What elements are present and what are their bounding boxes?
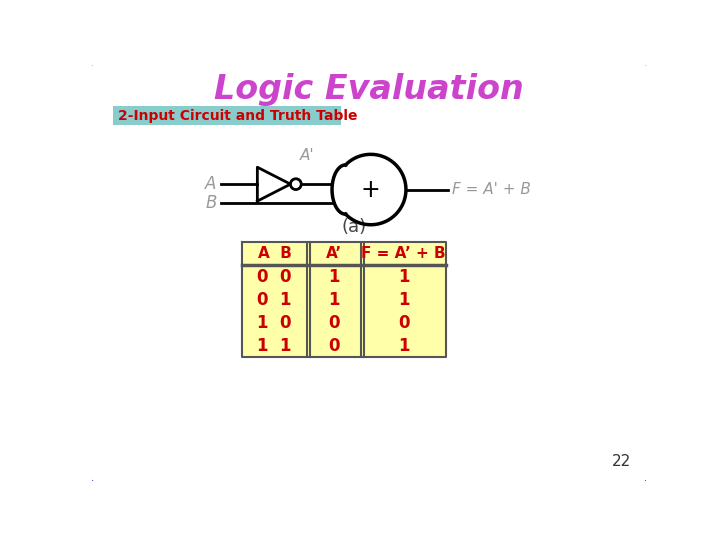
FancyBboxPatch shape <box>113 106 341 125</box>
Text: 2-Input Circuit and Truth Table: 2-Input Circuit and Truth Table <box>118 109 358 123</box>
Text: Logic Evaluation: Logic Evaluation <box>214 73 524 106</box>
Text: A’: A’ <box>326 246 343 261</box>
Text: 0  0: 0 0 <box>258 267 292 286</box>
Text: A: A <box>205 175 217 193</box>
Text: 1: 1 <box>328 291 340 309</box>
Text: 1: 1 <box>328 267 340 286</box>
Text: 1: 1 <box>398 267 410 286</box>
Text: +: + <box>361 178 380 201</box>
FancyBboxPatch shape <box>242 242 446 357</box>
Text: 0: 0 <box>398 314 410 332</box>
Text: 1  0: 1 0 <box>258 314 292 332</box>
Text: F = A' + B: F = A' + B <box>452 182 531 197</box>
Text: (a): (a) <box>341 218 366 235</box>
Text: 1: 1 <box>398 337 410 355</box>
Text: 0: 0 <box>328 337 340 355</box>
Text: F = A’ + B: F = A’ + B <box>361 246 446 261</box>
Text: 1: 1 <box>398 291 410 309</box>
FancyBboxPatch shape <box>89 62 649 484</box>
Text: A': A' <box>300 147 315 163</box>
Text: B: B <box>205 194 217 212</box>
Text: 0: 0 <box>328 314 340 332</box>
Text: 1  1: 1 1 <box>258 337 292 355</box>
Text: 0  1: 0 1 <box>258 291 292 309</box>
Text: A  B: A B <box>258 246 292 261</box>
Text: 22: 22 <box>611 454 631 469</box>
